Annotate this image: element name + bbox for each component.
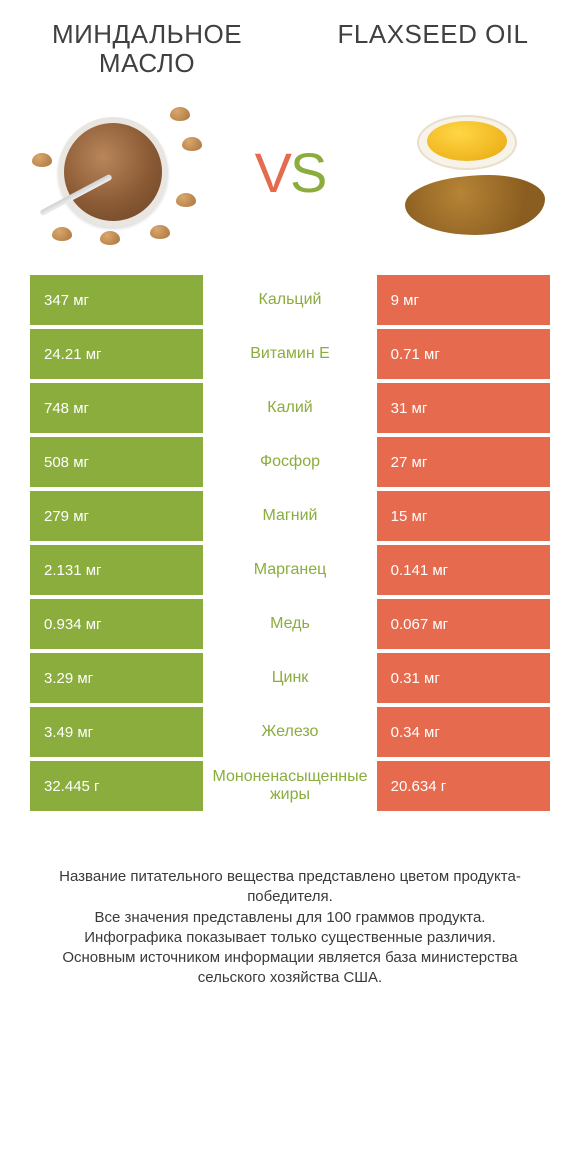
footnote-line: Основным источником информации является … bbox=[30, 948, 550, 989]
nutrient-label: Кальций bbox=[203, 275, 376, 325]
footnote-line: Инфографика показывает только существенн… bbox=[30, 928, 550, 948]
infographic-root: Миндальное масло Flaxseed oil VS bbox=[0, 0, 580, 1019]
nutrient-label: Фосфор bbox=[203, 437, 376, 487]
value-left: 3.29 мг bbox=[30, 653, 203, 703]
comparison-row: 508 мгФосфор27 мг bbox=[30, 437, 550, 487]
value-left: 347 мг bbox=[30, 275, 203, 325]
value-left: 3.49 мг bbox=[30, 707, 203, 757]
value-right: 0.34 мг bbox=[377, 707, 550, 757]
nutrient-label: Мононенасыщенные жиры bbox=[203, 761, 376, 811]
vs-row: VS bbox=[30, 97, 550, 247]
comparison-row: 279 мгМагний15 мг bbox=[30, 491, 550, 541]
comparison-row: 748 мгКалий31 мг bbox=[30, 383, 550, 433]
vs-letter-v: V bbox=[255, 141, 290, 204]
comparison-row: 3.29 мгЦинк0.31 мг bbox=[30, 653, 550, 703]
value-right: 31 мг bbox=[377, 383, 550, 433]
value-left: 748 мг bbox=[30, 383, 203, 433]
value-right: 27 мг bbox=[377, 437, 550, 487]
value-left: 32.445 г bbox=[30, 761, 203, 811]
nutrient-label: Марганец bbox=[203, 545, 376, 595]
value-right: 9 мг bbox=[377, 275, 550, 325]
comparison-row: 347 мгКальций9 мг bbox=[30, 275, 550, 325]
product-image-left bbox=[30, 97, 205, 247]
value-right: 0.141 мг bbox=[377, 545, 550, 595]
comparison-row: 24.21 мгВитамин E0.71 мг bbox=[30, 329, 550, 379]
nutrient-label: Цинк bbox=[203, 653, 376, 703]
value-left: 279 мг bbox=[30, 491, 203, 541]
comparison-row: 0.934 мгМедь0.067 мг bbox=[30, 599, 550, 649]
nutrient-label: Медь bbox=[203, 599, 376, 649]
title-right: Flaxseed oil bbox=[316, 20, 550, 49]
product-image-right bbox=[375, 97, 550, 247]
comparison-row: 2.131 мгМарганец0.141 мг bbox=[30, 545, 550, 595]
nutrient-label: Калий bbox=[203, 383, 376, 433]
footnote: Название питательного вещества представл… bbox=[30, 867, 550, 989]
value-right: 0.71 мг bbox=[377, 329, 550, 379]
value-left: 508 мг bbox=[30, 437, 203, 487]
footnote-line: Название питательного вещества представл… bbox=[30, 867, 550, 908]
value-right: 0.31 мг bbox=[377, 653, 550, 703]
comparison-row: 32.445 гМононенасыщенные жиры20.634 г bbox=[30, 761, 550, 811]
nutrient-label: Железо bbox=[203, 707, 376, 757]
value-right: 0.067 мг bbox=[377, 599, 550, 649]
vs-label: VS bbox=[255, 140, 326, 205]
title-row: Миндальное масло Flaxseed oil bbox=[30, 20, 550, 77]
nutrient-label: Магний bbox=[203, 491, 376, 541]
value-left: 24.21 мг bbox=[30, 329, 203, 379]
footnote-line: Все значения представлены для 100 граммо… bbox=[30, 908, 550, 928]
nutrient-label: Витамин E bbox=[203, 329, 376, 379]
value-left: 2.131 мг bbox=[30, 545, 203, 595]
comparison-row: 3.49 мгЖелезо0.34 мг bbox=[30, 707, 550, 757]
vs-letter-s: S bbox=[290, 141, 325, 204]
value-left: 0.934 мг bbox=[30, 599, 203, 649]
value-right: 20.634 г bbox=[377, 761, 550, 811]
value-right: 15 мг bbox=[377, 491, 550, 541]
comparison-table: 347 мгКальций9 мг24.21 мгВитамин E0.71 м… bbox=[30, 275, 550, 811]
title-left: Миндальное масло bbox=[30, 20, 264, 77]
